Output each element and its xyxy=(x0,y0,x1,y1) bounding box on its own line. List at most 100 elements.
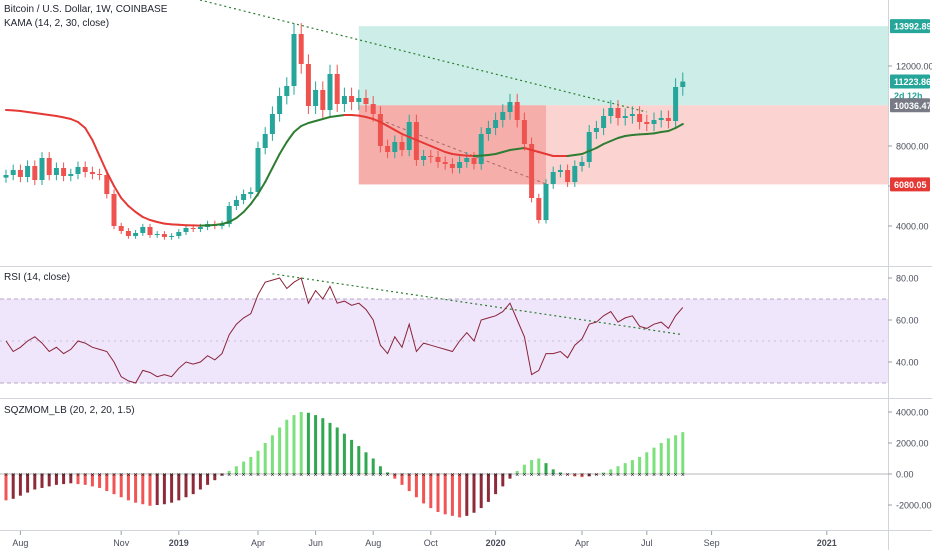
time-axis-label: Aug xyxy=(365,538,381,548)
candle-body xyxy=(148,227,153,235)
candle-body xyxy=(601,116,606,128)
kama-segment xyxy=(632,134,639,135)
kama-segment xyxy=(352,115,359,116)
squeeze-dot: × xyxy=(623,472,627,479)
kama-segment xyxy=(568,155,575,156)
squeeze-dot: × xyxy=(270,472,274,479)
candle-body xyxy=(248,192,253,194)
squeeze-dot: × xyxy=(357,472,361,479)
candle-body xyxy=(40,158,45,180)
chart-title: Bitcoin / U.S. Dollar, 1W, COINBASE xyxy=(4,4,167,15)
squeeze-dot: × xyxy=(414,472,418,479)
squeeze-dot: × xyxy=(198,472,202,479)
squeeze-dot: × xyxy=(119,472,123,479)
kama-segment xyxy=(28,112,35,113)
squeeze-dot: × xyxy=(242,472,246,479)
squeeze-dot: × xyxy=(69,472,73,479)
squeeze-dot: × xyxy=(371,472,375,479)
candle-body xyxy=(83,167,88,172)
squeeze-dot: × xyxy=(573,472,577,479)
kama-segment xyxy=(330,116,337,117)
squeeze-dot: × xyxy=(364,472,368,479)
squeeze-dot: × xyxy=(566,472,570,479)
squeeze-dot: × xyxy=(479,472,483,479)
mom-axis-label: 2000.00 xyxy=(896,439,929,449)
squeeze-dot: × xyxy=(278,472,282,479)
squeeze-dot: × xyxy=(328,472,332,479)
kama-segment xyxy=(35,113,42,114)
candle-body xyxy=(104,175,109,194)
kama-segment xyxy=(164,224,171,225)
kama-segment xyxy=(517,148,524,149)
price-axis-label: 4000.00 xyxy=(896,222,929,232)
squeeze-dot: × xyxy=(126,472,130,479)
last-price-tag: 11223.86 xyxy=(894,77,931,87)
candle-body xyxy=(587,132,592,162)
time-axis-label: Nov xyxy=(113,538,130,548)
candle-body xyxy=(565,170,570,182)
candle-body xyxy=(392,142,397,152)
candle-body xyxy=(97,174,102,175)
candle-body xyxy=(32,166,37,180)
time-axis-label: Aug xyxy=(12,538,28,548)
squeeze-dot: × xyxy=(18,472,22,479)
candle-body xyxy=(522,120,527,144)
candle-body xyxy=(652,120,657,124)
time-axis-label: 2021 xyxy=(817,538,837,548)
rsi-axis-label: 60.00 xyxy=(896,316,919,326)
time-axis-label: Sep xyxy=(704,538,720,548)
squeeze-dot: × xyxy=(638,472,642,479)
candle-body xyxy=(198,227,203,229)
squeeze-dot: × xyxy=(522,472,526,479)
time-axis-label: Apr xyxy=(251,538,265,548)
candle-body xyxy=(47,158,52,175)
candle-body xyxy=(400,142,405,150)
candle-body xyxy=(140,227,145,233)
kama-segment xyxy=(654,132,661,133)
candle-body xyxy=(630,114,635,116)
candle-body xyxy=(457,162,462,168)
candle-body xyxy=(292,34,297,86)
candle-body xyxy=(313,90,318,106)
candle-body xyxy=(616,108,621,118)
kama-segment xyxy=(359,116,366,117)
squeeze-dot: × xyxy=(177,472,181,479)
squeeze-dot: × xyxy=(263,472,267,479)
squeeze-dot: × xyxy=(587,472,591,479)
squeeze-dot: × xyxy=(422,472,426,479)
squeeze-dot: × xyxy=(530,472,534,479)
squeeze-dot: × xyxy=(148,472,152,479)
candle-body xyxy=(277,96,282,114)
candle-body xyxy=(486,128,491,134)
candle-body xyxy=(234,200,239,206)
kama-segment xyxy=(575,154,582,155)
squeeze-dot: × xyxy=(170,472,174,479)
candle-body xyxy=(493,120,498,128)
candle-body xyxy=(306,64,311,106)
kama-segment xyxy=(49,115,56,116)
candle-body xyxy=(536,198,541,220)
squeeze-dot: × xyxy=(674,472,678,479)
squeeze-dot: × xyxy=(342,472,346,479)
squeeze-dot: × xyxy=(386,472,390,479)
squeeze-dot: × xyxy=(206,472,210,479)
squeeze-dot: × xyxy=(508,472,512,479)
mom-axis-label: 0.00 xyxy=(896,470,914,480)
candle-body xyxy=(673,87,678,121)
candle-body xyxy=(558,170,563,172)
squeeze-dot: × xyxy=(335,472,339,479)
squeeze-dot: × xyxy=(105,472,109,479)
squeeze-dot: × xyxy=(443,472,447,479)
time-axis-label: Oct xyxy=(424,538,439,548)
squeeze-dot: × xyxy=(544,472,548,479)
squeeze-dot: × xyxy=(666,472,670,479)
kama-segment xyxy=(625,135,632,136)
squeeze-dot: × xyxy=(659,472,663,479)
candle-body xyxy=(11,170,16,175)
candle-body xyxy=(18,170,23,177)
candle-body xyxy=(284,86,289,96)
candle-body xyxy=(90,172,95,174)
squeeze-dot: × xyxy=(26,472,30,479)
time-axis-label: Jul xyxy=(641,538,653,548)
